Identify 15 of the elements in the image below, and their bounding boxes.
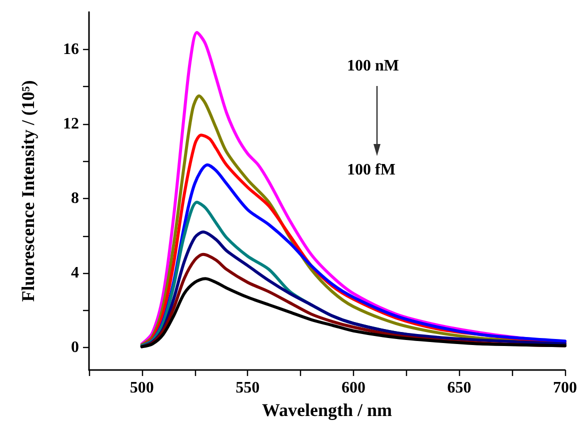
annotation: 100 nM [347, 58, 399, 74]
y-tick-label: 4 [71, 264, 79, 282]
y-axis-title: Fluorescence Intensity / (10⁵) [18, 80, 38, 302]
y-tick-label: 0 [71, 339, 79, 356]
y-tick-label: 16 [63, 40, 79, 58]
x-tick-label: 500 [130, 380, 154, 396]
y-tick-label: 8 [71, 190, 79, 207]
y-tick-label: 12 [63, 115, 79, 132]
line-series [140, 277, 566, 348]
x-axis-title: Wavelength / nm [262, 400, 392, 420]
annotation: 100 fM [347, 162, 396, 178]
x-tick-label: 650 [447, 380, 472, 396]
x-tick-label: 550 [236, 380, 260, 396]
x-tick-label: 700 [553, 380, 577, 396]
x-tick-label: 600 [341, 380, 366, 396]
